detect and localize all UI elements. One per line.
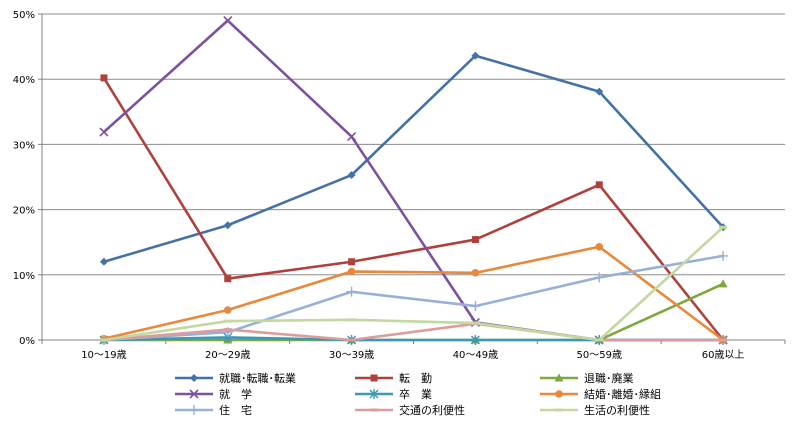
- data-point-marker: [595, 242, 604, 251]
- series-8: [99, 225, 728, 342]
- legend: 就職･転職･転業 転 勤 退職･廃業就 学 卒 業 結婚･離婚･縁組住 宅 交通の利便性 生…: [175, 371, 661, 417]
- data-point-marker: [100, 74, 108, 82]
- legend-marker: [555, 408, 563, 412]
- data-point-marker: [223, 15, 233, 26]
- x-tick-label: 20～29歳: [205, 349, 250, 361]
- x-tick-label: 60歳以上: [702, 349, 745, 361]
- data-point-marker: [595, 87, 604, 96]
- data-point-marker: [471, 236, 479, 244]
- x-tick-label: 50～59歳: [577, 349, 622, 361]
- legend-marker: [190, 374, 198, 382]
- data-point-marker: [347, 171, 356, 180]
- legend-label: 住 宅: [219, 403, 252, 417]
- data-point-marker: [470, 301, 481, 312]
- x-tick-label: 10～19歳: [81, 349, 126, 361]
- data-point-marker: [347, 267, 356, 276]
- series-line: [103, 226, 724, 342]
- legend-marker: [555, 390, 563, 398]
- legend-item: 卒 業: [355, 387, 432, 401]
- legend-label: 卒 業: [399, 387, 432, 401]
- axes: [38, 13, 786, 344]
- gridlines: [42, 13, 785, 276]
- y-tick-label: 20%: [13, 206, 35, 217]
- x-tick-label: 30～39歳: [329, 349, 374, 361]
- data-point-marker: [223, 221, 232, 230]
- series-0: [99, 51, 728, 266]
- data-point-marker: [719, 225, 728, 229]
- y-tick-label: 0%: [19, 336, 35, 347]
- data-point-marker: [471, 51, 480, 60]
- legend-item: 交通の利便性: [355, 403, 465, 417]
- data-point-marker: [223, 306, 232, 314]
- series-3: [99, 15, 728, 345]
- data-point-marker: [348, 258, 356, 266]
- series-line: [103, 245, 724, 342]
- data-point-marker: [347, 318, 356, 322]
- series-line: [102, 77, 725, 341]
- x-axis-tick-labels: 10～19歳 20～29歳 30～39歳 40～49歳 50～59歳 60歳以上: [81, 349, 744, 361]
- legend-label: 就 学: [219, 387, 252, 401]
- y-tick-label: 10%: [13, 271, 35, 282]
- legend-item: 住 宅: [175, 403, 252, 417]
- series-line: [103, 254, 724, 342]
- series-lines: [98, 15, 729, 345]
- legend-item: 転 勤: [355, 372, 432, 385]
- x-tick-label: 40～49歳: [453, 349, 498, 361]
- legend-label: 交通の利便性: [399, 403, 465, 417]
- legend-label: 退職･廃業: [584, 371, 634, 385]
- legend-label: 結婚･離婚･縁組: [584, 387, 661, 401]
- y-tick-label: 30%: [13, 140, 35, 151]
- data-point-marker: [471, 269, 480, 277]
- series-line: [103, 54, 725, 264]
- data-point-marker: [347, 132, 357, 142]
- legend-marker: [370, 374, 378, 382]
- y-tick-label: 50%: [13, 10, 35, 21]
- data-point-marker: [594, 272, 605, 283]
- legend-marker: [189, 405, 199, 415]
- legend-label: 就職･転職･転業: [219, 371, 296, 385]
- legend-label: 生活の利便性: [584, 403, 650, 417]
- series-5: [100, 242, 727, 344]
- data-point-marker: [718, 250, 729, 261]
- legend-label: 転 勤: [399, 372, 432, 385]
- data-point-marker: [99, 257, 108, 266]
- data-point-marker: [595, 181, 603, 189]
- legend-item: 就 学: [175, 387, 252, 401]
- legend-marker: [554, 373, 564, 382]
- series-line: [103, 322, 724, 342]
- y-tick-label: 40%: [13, 75, 35, 86]
- data-point-marker: [223, 319, 232, 323]
- legend-item: 結婚･離婚･縁組: [540, 387, 661, 401]
- data-point-marker: [471, 321, 480, 325]
- data-point-marker: [718, 279, 728, 288]
- data-point-marker: [719, 338, 728, 342]
- data-point-marker: [346, 286, 357, 297]
- data-point-marker: [595, 338, 604, 342]
- data-point-marker: [99, 338, 108, 342]
- series-line: [103, 19, 724, 342]
- data-point-marker: [224, 275, 232, 283]
- data-point-marker: [99, 127, 109, 137]
- y-axis-tick-labels: 0% 10% 20% 30% 40% 50%: [13, 10, 35, 347]
- data-point-marker: [470, 335, 480, 345]
- legend-marker: [189, 389, 199, 399]
- data-point-marker: [223, 328, 232, 332]
- data-point-marker: [347, 338, 356, 342]
- legend-item: 退職･廃業: [540, 371, 634, 385]
- legend-item: 就職･転職･転業: [175, 371, 296, 385]
- legend-marker: [369, 389, 379, 399]
- legend-marker: [370, 408, 378, 412]
- legend-item: 生活の利便性: [540, 403, 650, 417]
